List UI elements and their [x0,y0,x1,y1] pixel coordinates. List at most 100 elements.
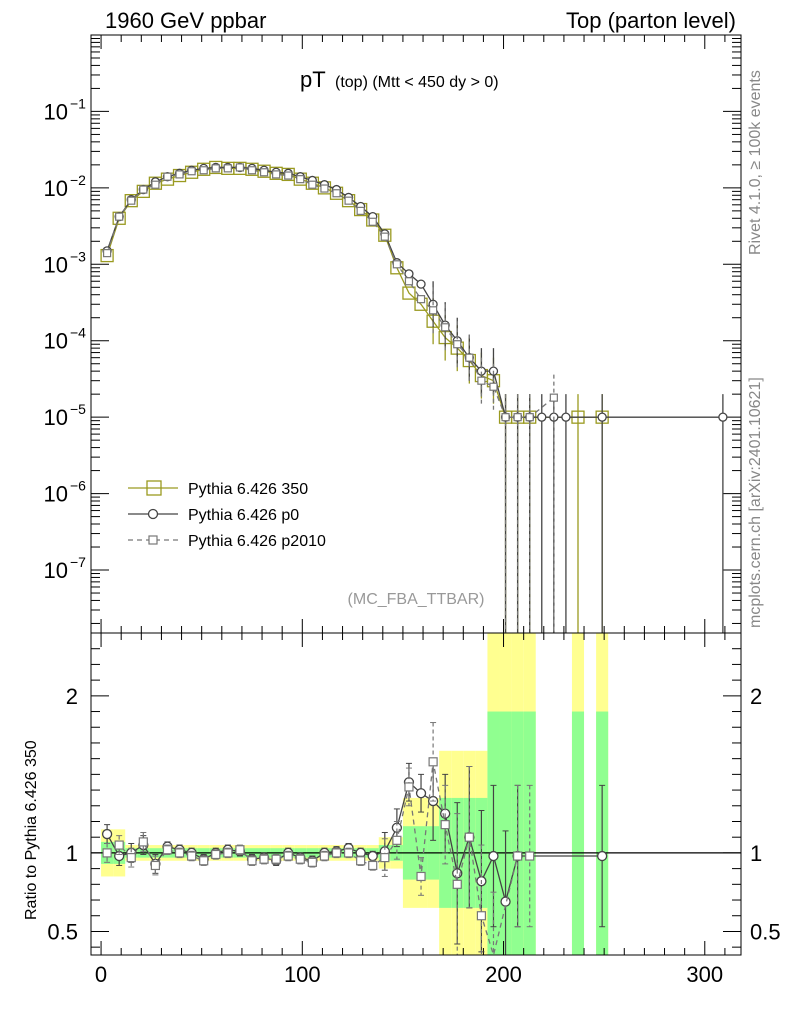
data-point-p2010 [404,277,414,286]
main-series [100,160,728,633]
ratio-point-p2010 [271,854,281,864]
ratio-frame [90,632,742,956]
ratio-y-tick-label: 1 [66,841,78,866]
ratio-point-p2010 [102,848,112,858]
x-tick-label: 300 [686,962,723,987]
data-point-p2010 [453,340,462,349]
x-tick-label: 200 [485,962,522,987]
ratio-point-p2010 [259,854,269,864]
ratio-y-tick-label-right: 1 [750,841,762,866]
ratio-point-p2010 [283,851,293,861]
data-point-p2010 [549,393,558,402]
y-tick-label: 10 [44,252,68,277]
data-point-p2010 [380,232,389,241]
plot-title: pT [300,67,326,92]
data-point-p2010 [175,170,184,179]
y-tick-exponent: −2 [70,172,86,188]
main-ticks: 10−110−210−310−410−510−610−7 [44,34,741,633]
ratio-point-p2010 [187,851,197,861]
ratio-y-tick-label-right: 0.5 [750,919,781,944]
legend-label: Pythia 6.426 p2010 [188,533,326,550]
legend-marker [148,535,158,545]
ratio-point-p0 [500,896,511,907]
uncertainty-band-green [571,711,585,955]
data-point-p2010 [102,249,112,258]
data-point-p2010 [308,180,317,189]
y-tick-exponent: −5 [70,401,86,417]
ratio-point-p2010 [319,851,330,861]
data-point-350 [124,194,138,208]
ratio-point-p2010 [331,848,342,858]
data-point-p2010 [332,189,341,198]
y-tick-exponent: −3 [70,248,86,264]
ratio-point-p2010 [247,856,257,866]
y-tick-exponent: −6 [70,478,86,494]
y-tick-exponent: −7 [70,554,86,570]
data-point-p2010 [127,196,136,205]
legend: Pythia 6.426 350 Pythia 6.426 p0 Pythia 6.… [128,480,326,550]
ratio-point-p2010 [452,879,462,889]
ratio-point-p2010 [525,851,535,861]
data-point-p2010 [247,166,257,175]
ratio-point-p2010 [416,871,426,882]
x-tick-label: 100 [284,962,321,987]
ratio-point-p2010 [126,853,136,863]
data-point-p2010 [465,353,474,362]
data-point-p2010 [477,376,486,385]
ratio-point-p2010 [404,782,414,792]
data-point-p0 [537,412,547,422]
ratio-point-p2010 [162,845,173,855]
ratio-point-p2010 [295,854,305,864]
ratio-point-p0 [415,788,427,799]
legend-label: Pythia 6.426 350 [188,481,308,498]
ratio-point-p0 [488,850,499,862]
data-point-p2010 [151,180,160,189]
data-point-p2010 [368,217,377,226]
ratio-point-p2010 [307,857,317,867]
legend-label: Pythia 6.426 p0 [188,507,299,524]
data-point-p2010 [139,185,148,194]
ratio-point-p2010 [235,845,245,855]
data-point-p2010 [525,413,534,422]
data-point-p2010 [235,163,245,172]
y-tick-exponent: −1 [70,95,86,111]
ratio-point-p0 [596,850,608,862]
ratio-y-tick-label: 2 [66,684,78,709]
legend-marker [147,508,159,520]
ratio-point-p0 [367,850,378,862]
data-point-350 [402,286,416,300]
data-point-p2010 [429,306,438,315]
ratio-point-p2010 [114,840,124,850]
plot-subtitle: (top) (Mtt < 450 dy > 0) [335,74,499,91]
ratio-point-p2010 [199,856,209,866]
ratio-point-p2010 [174,848,185,858]
data-point-p2010 [211,164,220,173]
ratio-point-p2010 [211,849,221,860]
data-point-p2010 [320,184,329,193]
ratio-ylabel: Ratio to Pythia 6.426 350 [23,740,40,920]
data-point-p2010 [296,175,305,184]
data-point-p2010 [344,196,353,205]
ratio-series [101,722,608,958]
data-point-p2010 [163,172,172,181]
data-point-p2010 [392,260,401,269]
data-point-p2010 [416,295,426,304]
ratio-point-p2010 [476,911,487,921]
mcplots-label: mcplots.cern.ch [arXiv:2401.10621] [747,377,764,628]
y-tick-label: 10 [44,482,68,507]
ratio-point-p2010 [513,851,523,861]
y-tick-exponent: −4 [70,325,86,341]
ratio-point-p2010 [223,848,233,858]
ratio-point-p0 [101,828,113,840]
ratio-point-p2010 [392,835,402,845]
ratio-point-p2010 [150,860,160,871]
data-point-p2010 [259,168,269,177]
data-point-p2010 [272,170,281,179]
data-point-p0 [597,412,607,422]
ratio-point-p2010 [138,837,148,847]
ratio-point-p2010 [428,757,438,767]
ratio-point-p2010 [356,856,366,866]
ratio-y-tick-label: 0.5 [47,919,78,944]
y-tick-label: 10 [44,558,68,583]
y-tick-label: 10 [44,405,68,430]
